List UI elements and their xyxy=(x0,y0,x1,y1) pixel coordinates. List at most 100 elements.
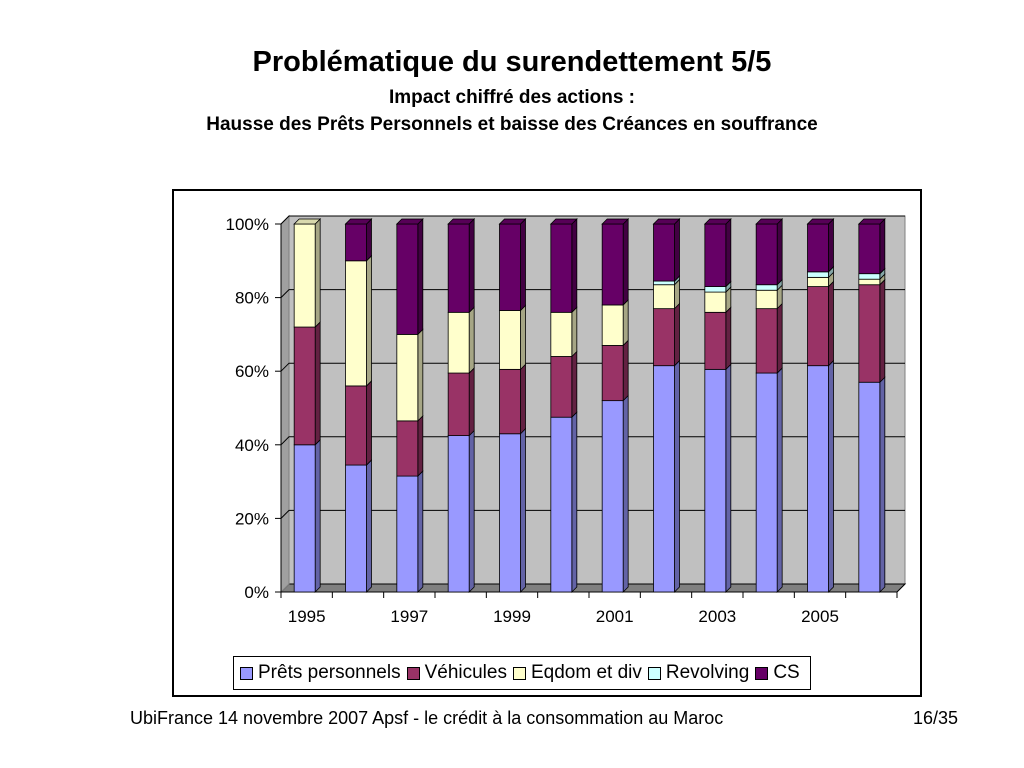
bar-side xyxy=(776,367,783,593)
bar-side xyxy=(468,306,475,375)
bar-side xyxy=(622,218,629,306)
x-tick-label: 2005 xyxy=(801,607,839,626)
bar-segment xyxy=(807,223,829,273)
x-tick-label: 2003 xyxy=(698,607,736,626)
bar-segment xyxy=(447,372,470,437)
bar-segment xyxy=(550,416,573,593)
bar-side xyxy=(828,280,834,367)
bar-side xyxy=(571,350,578,419)
bar-segment xyxy=(858,273,881,280)
y-tick-label: 0% xyxy=(244,583,269,602)
legend-swatch xyxy=(647,666,661,680)
bar-segment xyxy=(293,223,316,328)
bar-side xyxy=(622,339,629,402)
bar-side xyxy=(571,306,578,358)
bar-side xyxy=(314,438,321,593)
plot-side-wall xyxy=(280,214,290,594)
bar-top xyxy=(755,218,784,225)
bar-side xyxy=(879,376,886,593)
bar-segment xyxy=(499,310,521,370)
bar-segment xyxy=(499,223,521,311)
bar-segment xyxy=(755,372,778,593)
bar-segment xyxy=(601,304,624,346)
bar-segment xyxy=(704,311,727,370)
legend-item-revolving: Revolving xyxy=(647,662,749,684)
bar-top xyxy=(601,218,630,225)
bar-segment xyxy=(858,278,881,286)
footer-text: UbiFrance 14 novembre 2007 Apsf - le cré… xyxy=(130,708,724,728)
legend-label: Véhicules xyxy=(424,662,507,683)
y-tick-label: 60% xyxy=(235,362,269,381)
legend-item-cs: CS xyxy=(755,662,800,684)
gridline xyxy=(280,509,905,519)
bar-segment xyxy=(704,286,727,293)
bar-segment xyxy=(293,326,316,446)
bar-top xyxy=(344,218,373,225)
bar-side xyxy=(417,414,424,478)
bar-side xyxy=(366,379,372,467)
bar-top xyxy=(652,218,681,225)
bar-segment xyxy=(755,308,778,374)
bar-side xyxy=(366,254,372,387)
bar-segment xyxy=(396,333,419,422)
bar-segment xyxy=(396,475,419,593)
bar-top xyxy=(703,218,732,225)
y-tick-label: 20% xyxy=(235,509,269,528)
bar-segment xyxy=(704,291,727,313)
bar-top xyxy=(498,218,527,225)
bar-side xyxy=(366,218,372,262)
gridline xyxy=(280,215,905,225)
bar-top xyxy=(395,218,424,225)
bar-segment xyxy=(345,260,367,387)
bar-segment xyxy=(447,311,470,374)
bar-segment xyxy=(858,284,881,383)
bar-side xyxy=(674,302,680,367)
y-tick-label: 40% xyxy=(235,436,269,455)
slide-title: Problématique du surendettement 5/5 xyxy=(252,46,772,78)
legend-swatch xyxy=(406,666,420,680)
bar-segment xyxy=(447,435,470,593)
bar-segment xyxy=(345,464,367,593)
y-tick-label: 100% xyxy=(226,215,269,234)
bar-segment xyxy=(653,365,675,593)
bar-segment xyxy=(447,223,470,313)
bar-segment xyxy=(601,223,624,306)
bar-side xyxy=(468,218,475,314)
legend-label: Eqdom et div xyxy=(530,662,642,683)
x-tick-label: 1999 xyxy=(493,607,531,626)
slide-subtitle-detail: Hausse des Prêts Personnels et baisse de… xyxy=(206,114,818,135)
bar-segment xyxy=(807,276,829,287)
bar-side xyxy=(622,298,629,347)
bar-side xyxy=(468,429,475,593)
bar-segment xyxy=(755,284,778,291)
bar-segment xyxy=(499,368,521,435)
legend-label: CS xyxy=(773,662,800,683)
bar-top xyxy=(549,218,578,225)
bar-segment xyxy=(704,223,727,287)
bar-side xyxy=(725,306,732,371)
bar-segment xyxy=(653,280,675,286)
bar-side xyxy=(520,363,526,435)
bar-segment xyxy=(396,223,419,335)
bar-segment xyxy=(807,271,829,278)
bar-segment xyxy=(345,223,367,262)
bar-segment xyxy=(807,365,829,593)
bar-side xyxy=(571,218,578,314)
gridline xyxy=(280,362,905,372)
bar-side xyxy=(828,359,834,593)
bar-side xyxy=(622,394,629,593)
x-tick-label: 1997 xyxy=(390,607,428,626)
bar-segment xyxy=(550,223,573,313)
bar-side xyxy=(417,218,424,336)
bar-side xyxy=(879,218,886,275)
bar-side xyxy=(314,321,321,446)
bar-side xyxy=(828,218,834,273)
bar-segment xyxy=(653,308,675,367)
legend-swatch xyxy=(240,666,253,680)
x-tick-label: 1995 xyxy=(288,607,326,626)
bar-top xyxy=(293,218,322,225)
bar-segment xyxy=(601,400,624,593)
bar-side xyxy=(417,328,424,422)
bar-segment xyxy=(653,223,675,282)
